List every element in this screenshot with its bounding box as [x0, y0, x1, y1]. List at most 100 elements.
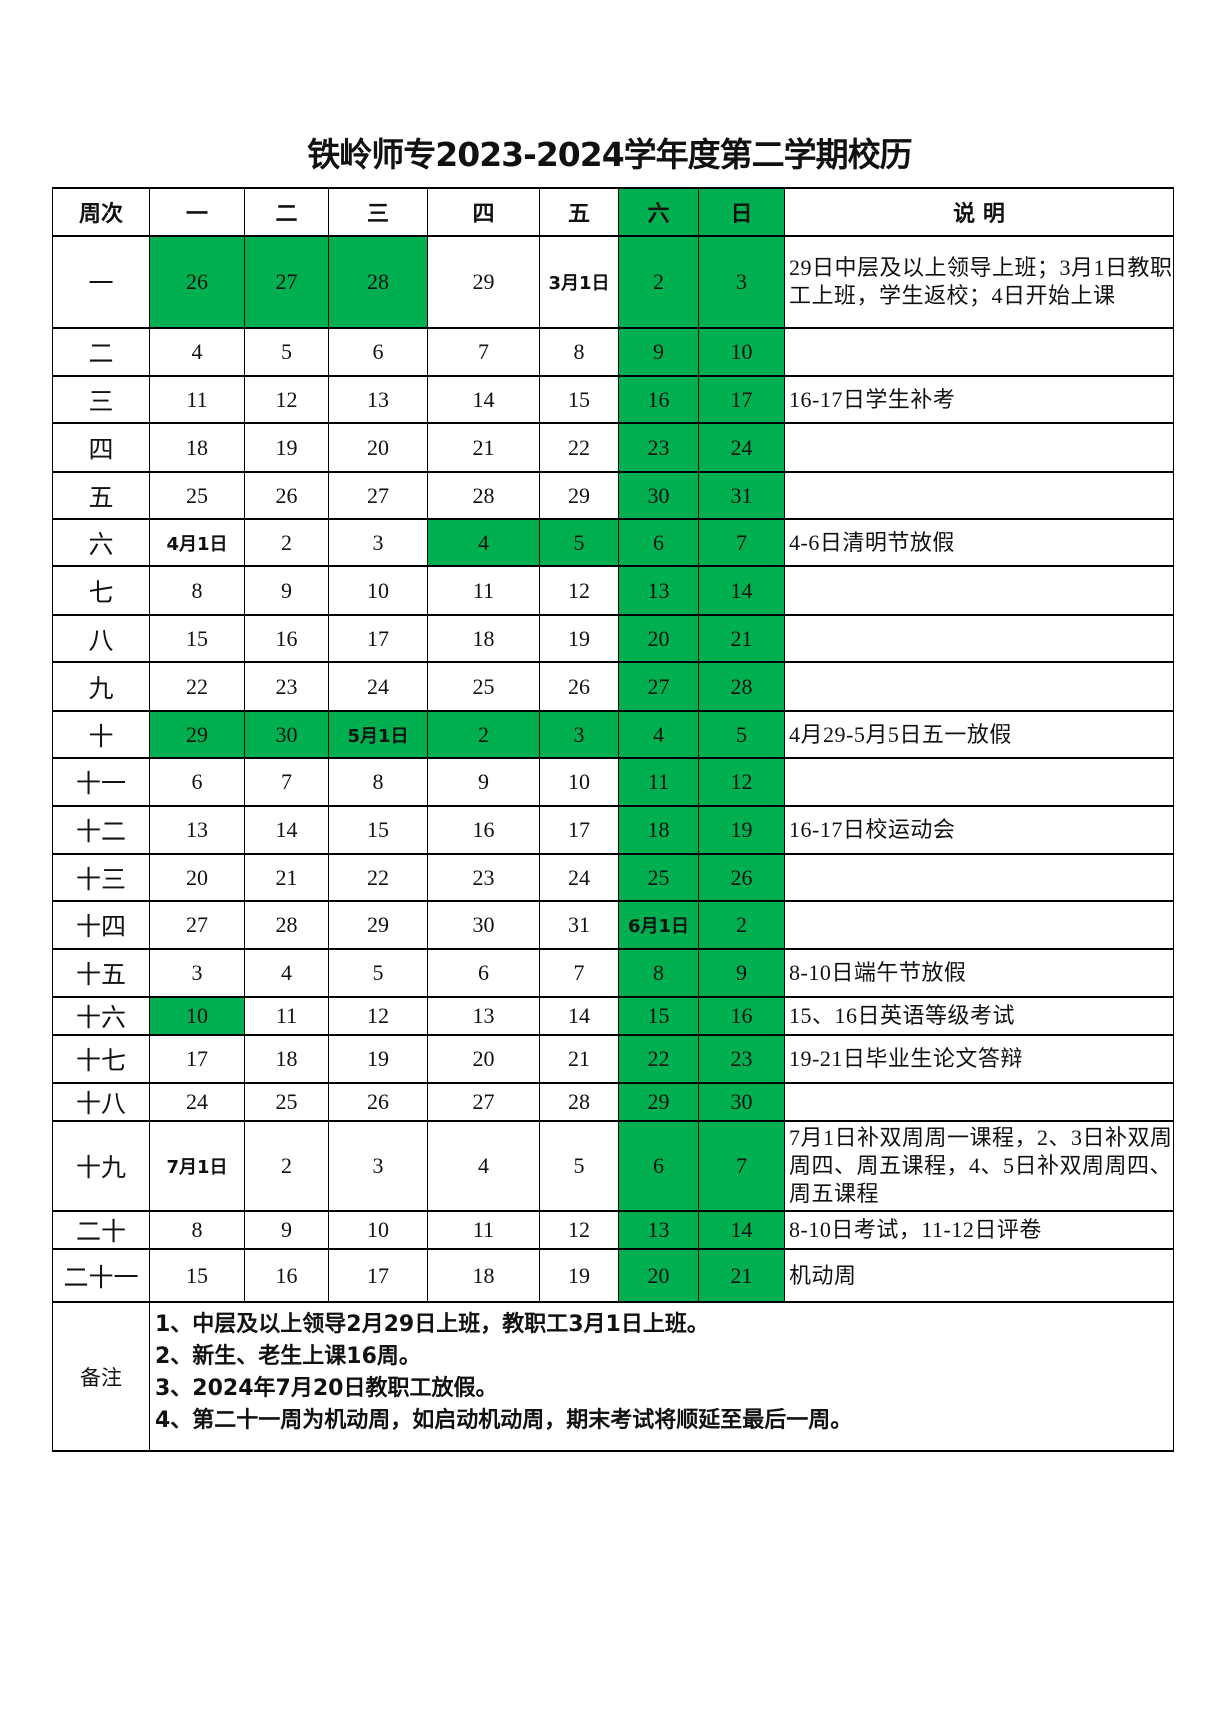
day-cell: 24	[149, 1082, 245, 1122]
day-cell: 4月1日	[149, 518, 245, 567]
day-cell: 26	[698, 853, 785, 902]
day-cell: 7	[698, 518, 785, 567]
day-cell: 6	[149, 757, 245, 807]
day-cell: 24	[328, 661, 428, 712]
day-cell: 11	[149, 375, 245, 424]
day-cell: 28	[328, 235, 428, 329]
day-cell: 10	[698, 327, 785, 377]
day-cell: 16	[244, 614, 329, 663]
day-cell: 3	[539, 710, 619, 759]
day-cell: 29	[618, 1082, 699, 1122]
day-cell: 4	[244, 948, 329, 998]
week-row: 十七 17 18 19 20 21 22 23 19-21日毕业生论文答辩	[52, 1034, 1174, 1084]
day-cell: 21	[698, 1248, 785, 1303]
remark-item: 4、第二十一周为机动周，如启动机动周，期末考试将顺延至最后一周。	[155, 1408, 853, 1433]
day-cell: 2	[698, 900, 785, 950]
week-number: 十五	[52, 948, 150, 998]
week-number: 三	[52, 375, 150, 424]
week-number: 十一	[52, 757, 150, 807]
day-cell: 4	[149, 327, 245, 377]
day-cell: 2	[244, 518, 329, 567]
day-cell: 4	[427, 518, 540, 567]
day-cell: 3	[328, 518, 428, 567]
day-cell: 23	[244, 661, 329, 712]
day-cell: 13	[149, 805, 245, 855]
week-row: 二 4 5 6 7 8 9 10	[52, 327, 1174, 377]
week-row: 五 25 26 27 28 29 30 31	[52, 471, 1174, 520]
week-note	[784, 422, 1174, 473]
day-cell: 6	[427, 948, 540, 998]
day-cell: 13	[328, 375, 428, 424]
week-note: 4月29-5月5日五一放假	[784, 710, 1174, 759]
day-cell: 17	[149, 1034, 245, 1084]
day-cell: 25	[427, 661, 540, 712]
day-cell: 11	[618, 757, 699, 807]
header-week: 周次	[52, 187, 150, 237]
header-note: 说 明	[784, 187, 1174, 237]
week-note: 16-17日校运动会	[784, 805, 1174, 855]
week-number: 四	[52, 422, 150, 473]
day-cell: 17	[539, 805, 619, 855]
day-cell: 25	[244, 1082, 329, 1122]
week-number: 十九	[52, 1120, 150, 1212]
week-number: 十三	[52, 853, 150, 902]
day-cell: 23	[698, 1034, 785, 1084]
week-row: 十一 6 7 8 9 10 11 12	[52, 757, 1174, 807]
day-cell: 20	[328, 422, 428, 473]
week-note: 8-10日考试，11-12日评卷	[784, 1210, 1174, 1250]
day-cell: 28	[244, 900, 329, 950]
day-cell: 16	[698, 996, 785, 1036]
day-cell: 27	[618, 661, 699, 712]
week-note	[784, 853, 1174, 902]
week-row: 三 11 12 13 14 15 16 17 16-17日学生补考	[52, 375, 1174, 424]
day-cell: 23	[618, 422, 699, 473]
day-cell: 5	[539, 1120, 619, 1212]
day-cell: 12	[539, 1210, 619, 1250]
week-number: 二十一	[52, 1248, 150, 1303]
day-cell: 30	[427, 900, 540, 950]
header-day: 六	[618, 187, 699, 237]
page-title: 铁岭师专2023-2024学年度第二学期校历	[307, 135, 912, 174]
week-row: 十 29 30 5月1日 2 3 4 5 4月29-5月5日五一放假	[52, 710, 1174, 759]
day-cell: 8	[328, 757, 428, 807]
header-day: 三	[328, 187, 428, 237]
day-cell: 5	[698, 710, 785, 759]
day-cell: 18	[244, 1034, 329, 1084]
day-cell: 29	[149, 710, 245, 759]
day-cell: 30	[698, 1082, 785, 1122]
header-day: 一	[149, 187, 245, 237]
day-cell: 2	[244, 1120, 329, 1212]
day-cell: 4	[618, 710, 699, 759]
header-day: 五	[539, 187, 619, 237]
day-cell: 28	[427, 471, 540, 520]
week-number: 十七	[52, 1034, 150, 1084]
day-cell: 29	[427, 235, 540, 329]
week-note: 19-21日毕业生论文答辩	[784, 1034, 1174, 1084]
day-cell: 17	[328, 1248, 428, 1303]
day-cell: 2	[427, 710, 540, 759]
week-number: 十二	[52, 805, 150, 855]
day-cell: 10	[149, 996, 245, 1036]
day-cell: 6	[618, 518, 699, 567]
week-number: 六	[52, 518, 150, 567]
week-note	[784, 565, 1174, 616]
day-cell: 15	[149, 1248, 245, 1303]
day-cell: 5	[244, 327, 329, 377]
day-cell: 11	[244, 996, 329, 1036]
week-number: 十	[52, 710, 150, 759]
day-cell: 18	[427, 1248, 540, 1303]
week-note: 机动周	[784, 1248, 1174, 1303]
week-row: 十九 7月1日 2 3 4 5 6 7 7月1日补双周周一课程，2、3日补双周周四、周五课程，4…	[52, 1120, 1174, 1212]
day-cell: 26	[149, 235, 245, 329]
day-cell: 7	[539, 948, 619, 998]
day-cell: 20	[618, 1248, 699, 1303]
day-cell: 29	[328, 900, 428, 950]
day-cell: 4	[427, 1120, 540, 1212]
week-number: 二十	[52, 1210, 150, 1250]
day-cell: 31	[698, 471, 785, 520]
day-cell: 18	[427, 614, 540, 663]
week-row: 十五 3 4 5 6 7 8 9 8-10日端午节放假	[52, 948, 1174, 998]
day-cell: 16	[427, 805, 540, 855]
header-row: 周次一二三四五六日说 明	[52, 187, 1174, 237]
header-day: 二	[244, 187, 329, 237]
